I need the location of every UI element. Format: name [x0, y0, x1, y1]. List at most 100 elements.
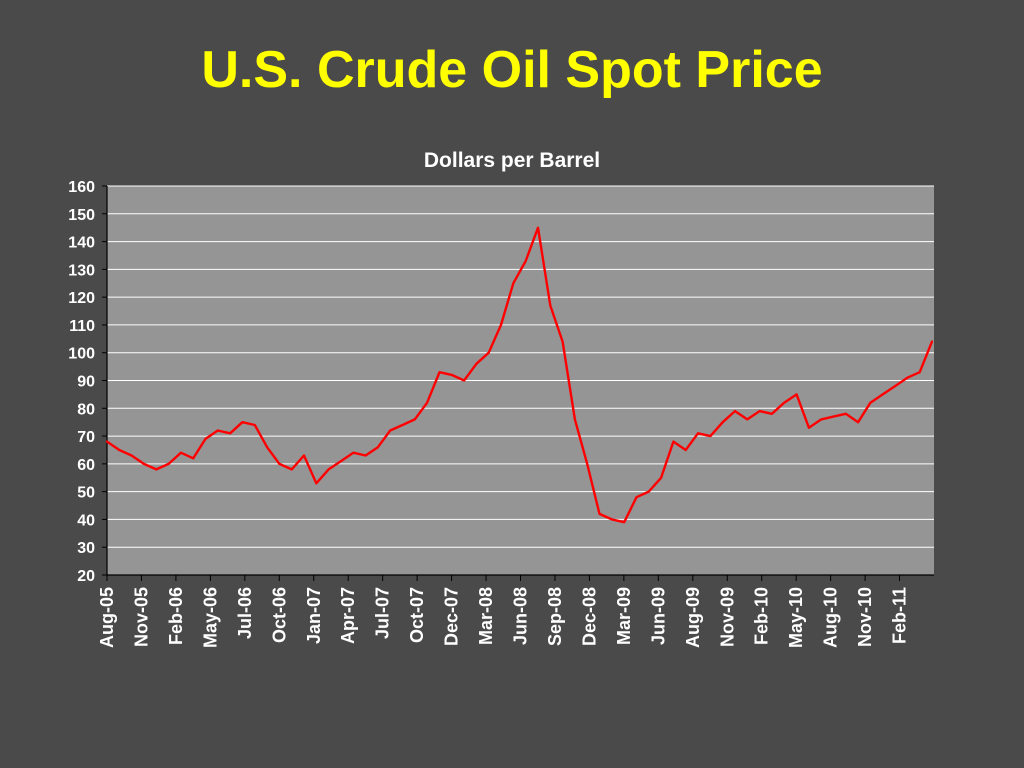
y-tick-label: 150 [68, 207, 95, 224]
data-point [869, 401, 872, 404]
data-point [795, 393, 798, 396]
y-tick-label: 50 [77, 485, 95, 502]
x-tick-label: Aug-10 [821, 587, 841, 648]
x-tick-label: Aug-09 [683, 587, 703, 648]
data-point [771, 413, 773, 415]
data-point [524, 260, 527, 262]
data-point [130, 454, 133, 457]
data-point [635, 496, 638, 499]
data-point [278, 463, 281, 465]
x-tick-label: Jun-09 [648, 587, 668, 645]
x-tick-label: Nov-10 [855, 587, 875, 647]
data-point [820, 418, 822, 421]
data-point [931, 340, 933, 343]
y-tick-label: 160 [68, 179, 95, 196]
data-point [364, 454, 367, 457]
x-tick-label: Jul-07 [373, 587, 393, 639]
y-tick-label: 110 [69, 318, 95, 335]
data-point [340, 460, 342, 462]
x-axis-ticks: Aug-05 Nov-05 Feb-06 May-06 Jul-06 Oct-06 Jan-… [97, 575, 910, 648]
data-point [229, 432, 231, 435]
x-tick-label: Mar-09 [614, 587, 634, 645]
data-point [537, 226, 539, 229]
data-point [660, 477, 662, 479]
data-point [254, 424, 256, 426]
y-tick-label: 120 [68, 290, 95, 307]
data-point [549, 304, 552, 307]
data-point [512, 282, 515, 285]
data-point [746, 418, 749, 421]
x-tick-label: Feb-06 [166, 587, 186, 645]
x-tick-label: Aug-05 [97, 587, 117, 648]
data-point [180, 451, 182, 454]
data-point [783, 401, 785, 404]
data-point [586, 463, 588, 465]
data-point [500, 324, 502, 326]
x-tick-label: Sep-08 [545, 587, 565, 646]
x-tick-label: May-06 [200, 587, 220, 648]
data-point [623, 521, 625, 523]
data-point [697, 432, 699, 435]
data-point [648, 490, 650, 493]
y-tick-label: 20 [77, 568, 95, 585]
data-point [327, 468, 330, 471]
x-tick-label: Oct-06 [269, 587, 289, 643]
chart-subtitle: Dollars per Barrel [424, 149, 600, 172]
data-point [389, 429, 392, 432]
data-point [672, 440, 675, 443]
data-point [143, 463, 145, 465]
data-point [808, 426, 810, 429]
data-point [290, 468, 293, 471]
y-tick-label: 100 [68, 346, 95, 363]
data-point [721, 421, 724, 424]
x-tick-label: Jun-08 [511, 587, 531, 645]
x-tick-label: Feb-11 [890, 587, 910, 644]
data-point [352, 451, 355, 454]
x-tick-label: Nov-09 [717, 587, 737, 647]
x-tick-label: Jan-07 [304, 587, 324, 644]
x-tick-label: Dec-08 [579, 587, 599, 646]
y-tick-label: 80 [77, 401, 95, 418]
data-point [684, 449, 687, 451]
data-point [574, 418, 576, 421]
y-tick-label: 30 [77, 540, 95, 557]
data-point [414, 418, 416, 421]
data-point [561, 340, 564, 343]
data-point [475, 363, 478, 365]
x-tick-label: Jul-06 [235, 587, 255, 639]
y-tick-label: 60 [77, 457, 95, 474]
x-tick-label: May-10 [786, 587, 806, 648]
x-tick-label: Oct-07 [407, 587, 427, 643]
x-tick-label: Nov-05 [131, 587, 151, 647]
data-point [906, 376, 909, 379]
data-point [881, 393, 884, 396]
y-tick-label: 70 [77, 429, 95, 446]
data-point [463, 379, 465, 382]
data-point [832, 415, 835, 418]
data-point [845, 413, 847, 415]
x-tick-label: Mar-08 [476, 587, 496, 645]
data-point [709, 435, 712, 437]
data-point [438, 371, 441, 374]
data-point [598, 513, 601, 515]
data-point [167, 463, 170, 465]
data-point [857, 421, 859, 424]
data-point [611, 518, 613, 521]
data-point [217, 429, 219, 432]
x-tick-label: Feb-10 [752, 587, 772, 645]
data-point [426, 401, 428, 404]
oil-price-series-line [105, 226, 934, 524]
data-point [315, 482, 318, 485]
y-tick-label: 130 [68, 262, 95, 279]
data-point [487, 351, 490, 354]
data-point [241, 421, 244, 424]
data-point [894, 385, 896, 387]
data-point [118, 449, 121, 451]
data-point [734, 410, 736, 412]
data-point [204, 438, 207, 440]
slide-title: U.S. Crude Oil Spot Price [201, 41, 823, 99]
data-point [106, 440, 108, 443]
y-tick-label: 90 [77, 374, 95, 391]
data-point [451, 374, 453, 376]
